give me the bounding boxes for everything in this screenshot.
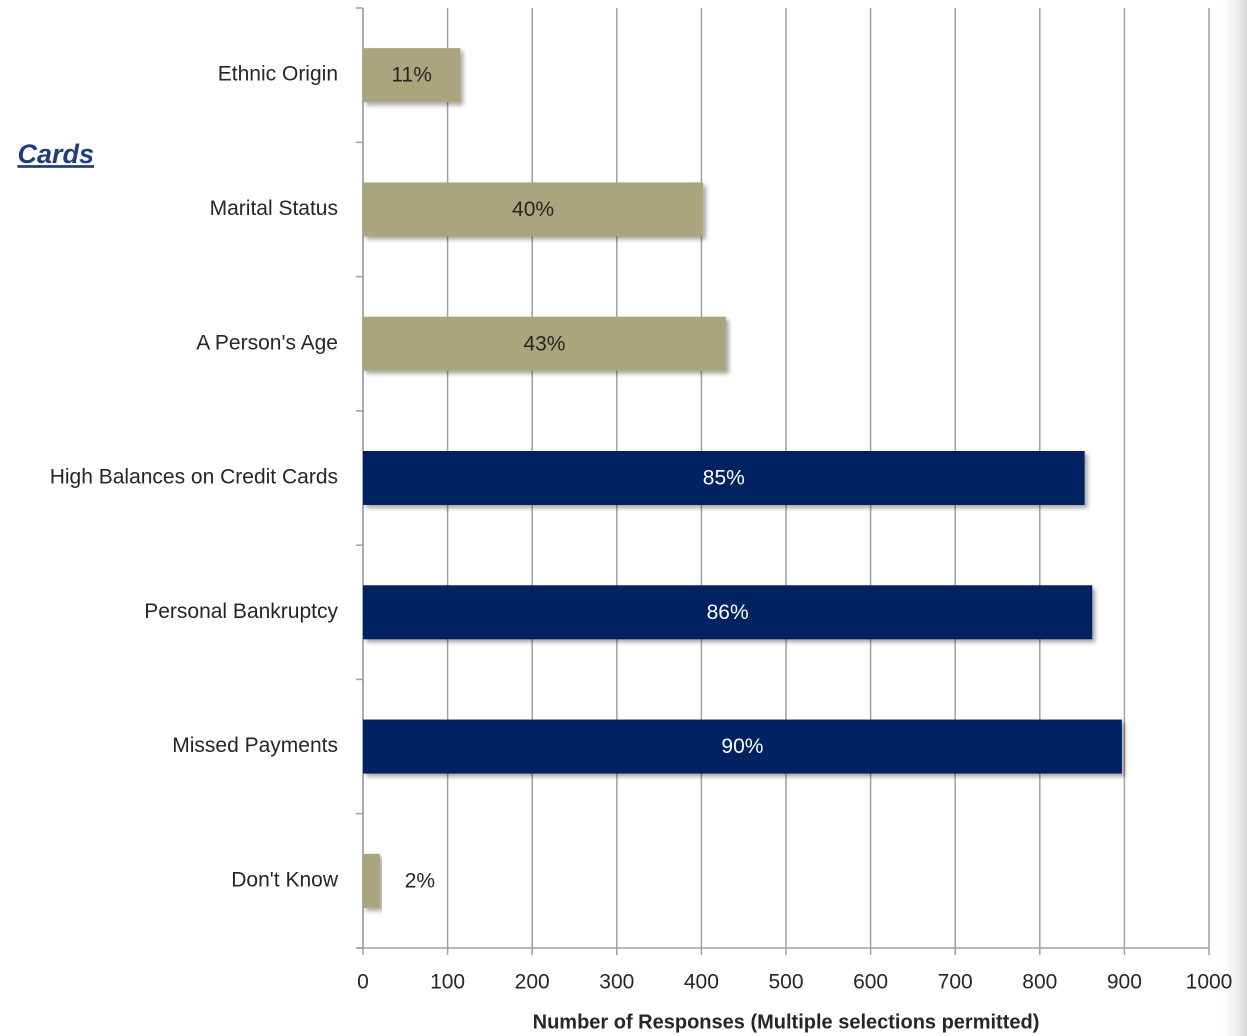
y-tick-label: Marital Status — [210, 197, 338, 220]
x-tick-label: 300 — [599, 971, 634, 994]
x-tick-label: 600 — [853, 971, 888, 994]
data-label: 40% — [512, 198, 554, 221]
bar — [363, 451, 1085, 505]
y-tick-label: High Balances on Credit Cards — [50, 466, 338, 489]
data-label: 11% — [391, 64, 431, 87]
chart-title: Cards — [17, 139, 94, 169]
x-tick-label: 900 — [1107, 971, 1142, 994]
bar — [363, 316, 726, 371]
y-tick-label: Personal Bankruptcy — [144, 600, 338, 623]
x-axis-title: Number of Responses (Multiple selections… — [533, 1011, 1040, 1033]
bar — [363, 853, 380, 908]
edge-shade — [1215, 0, 1247, 1036]
x-tick-label: 700 — [938, 971, 973, 994]
x-tick-label: 800 — [1022, 971, 1057, 994]
x-tick-label: 200 — [515, 971, 550, 994]
y-tick-label: Ethnic Origin — [218, 63, 338, 86]
data-label: 85% — [703, 467, 745, 490]
x-tick-label: 100 — [430, 971, 465, 994]
bar — [363, 182, 704, 237]
x-tick-label: 500 — [768, 971, 803, 994]
x-tick-label: 1000 — [1186, 971, 1233, 994]
data-label: 2% — [405, 869, 435, 892]
y-tick-label: Don't Know — [231, 868, 339, 891]
x-tick-label: 0 — [357, 971, 369, 994]
bar — [363, 585, 1093, 640]
y-tick-label: A Person's Age — [196, 331, 338, 354]
data-label: 43% — [523, 332, 565, 355]
data-label: 90% — [721, 735, 763, 758]
x-tick-label: 400 — [684, 971, 719, 994]
bar — [363, 48, 461, 103]
data-label: 86% — [707, 601, 749, 624]
y-tick-label: Missed Payments — [172, 734, 338, 757]
bar — [363, 719, 1122, 774]
